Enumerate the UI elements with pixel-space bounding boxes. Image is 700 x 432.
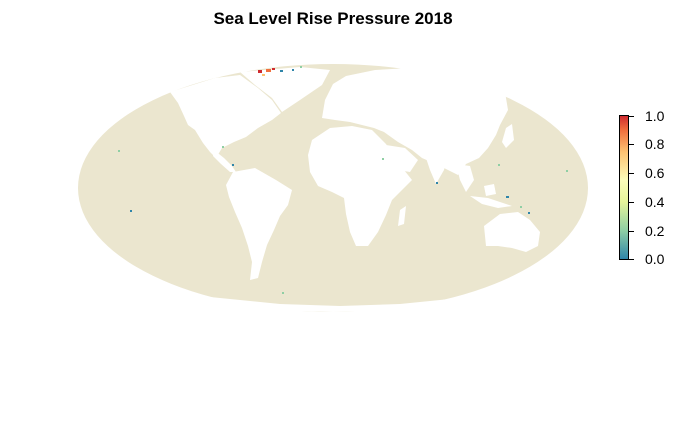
landmass-greenland	[240, 67, 330, 112]
landmass-central-america	[213, 150, 236, 172]
pressure-highlights	[118, 66, 568, 294]
legend-tick	[629, 231, 634, 232]
legend-label-0-4: 0.4	[645, 194, 665, 210]
landmass-japan	[502, 124, 514, 148]
landmass-africa	[308, 126, 412, 246]
landmass-india	[425, 152, 448, 184]
landmass-north-america	[170, 75, 281, 158]
legend-tick	[629, 173, 634, 174]
landmass-britain	[330, 96, 338, 110]
legend-label-0-6: 0.6	[645, 165, 665, 181]
landmass-eurasia	[322, 68, 508, 175]
landmass-new-zealand	[552, 248, 562, 262]
map-title: Sea Level Rise Pressure 2018	[213, 9, 453, 28]
legend-label-0-0: 0.0	[645, 251, 665, 267]
legend-label-0-2: 0.2	[645, 223, 665, 239]
landmass-indonesia	[470, 196, 512, 208]
landmass-scandinavia	[346, 76, 368, 108]
landmass-antarctica	[200, 296, 470, 312]
color-scale-bar	[619, 115, 629, 260]
legend-tick	[629, 144, 634, 145]
legend-tick	[629, 202, 634, 203]
landmass-australia	[484, 212, 540, 252]
legend-label-1-0: 1.0	[645, 108, 665, 124]
legend-label-0-8: 0.8	[645, 136, 665, 152]
landmass-borneo	[484, 184, 496, 196]
landmass-madagascar	[398, 206, 406, 226]
legend-tick	[629, 259, 634, 260]
landmass-south-america	[226, 168, 292, 280]
legend-tick	[629, 116, 634, 117]
landmass-southeast-asia	[456, 164, 474, 192]
landmass-arabia	[386, 145, 418, 172]
